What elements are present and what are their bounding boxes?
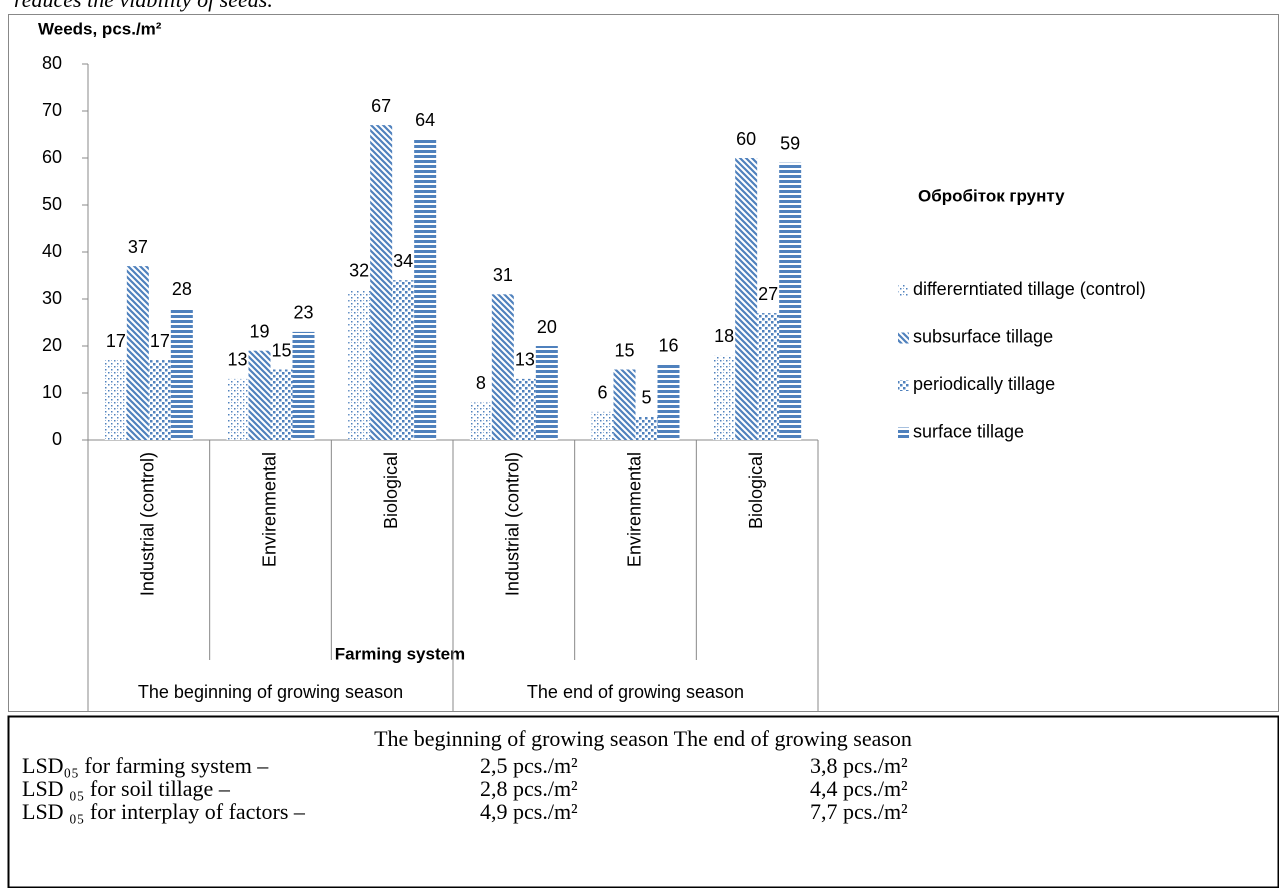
y-tick-label: 70 [42, 100, 62, 120]
bar [270, 369, 293, 440]
data-label: 15 [614, 340, 634, 360]
bar [735, 158, 758, 440]
data-label: 20 [537, 317, 557, 337]
bar [348, 289, 371, 440]
table-cell: 7,7 pcs./m² [810, 799, 908, 824]
table-cell: 4,9 pcs./m² [480, 799, 578, 824]
bar [513, 378, 536, 440]
data-label: 64 [415, 110, 435, 130]
legend-label: differerntiated tillage (control) [913, 279, 1146, 299]
data-label: 17 [106, 331, 126, 351]
bar [491, 294, 514, 440]
y-tick-label: 30 [42, 288, 62, 308]
bar [170, 308, 193, 440]
bar [635, 416, 658, 440]
bar [248, 350, 271, 440]
table-cell: 3,8 pcs./m² [810, 753, 908, 778]
bar [779, 162, 802, 440]
legend-swatch [898, 332, 909, 344]
table-cell: 2,8 pcs./m² [480, 776, 578, 801]
legend-title: Обробіток грунту [918, 186, 1065, 205]
data-label: 13 [227, 350, 247, 370]
bar [148, 360, 171, 440]
data-label: 32 [349, 260, 369, 280]
bar [613, 369, 636, 440]
data-label: 31 [493, 265, 513, 285]
bar [535, 346, 558, 440]
data-label: 5 [641, 387, 651, 407]
data-label: 15 [271, 340, 291, 360]
table-header: The beginning of growing season The end … [374, 726, 912, 751]
y-axis-title: Weeds, pcs./m² [38, 19, 162, 38]
bar [591, 411, 614, 440]
legend-label: surface tillage [913, 421, 1024, 441]
bar [292, 331, 315, 440]
x-axis-title: Farming system [335, 644, 465, 663]
x-tick-label: Industrial (control) [138, 452, 158, 596]
y-tick-label: 40 [42, 241, 62, 261]
data-label: 13 [515, 350, 535, 370]
data-label: 17 [150, 331, 170, 351]
data-label: 60 [736, 129, 756, 149]
data-label: 6 [597, 383, 607, 403]
bar [104, 360, 127, 440]
table-cell: LSD₀₅ for farming system – [22, 753, 269, 778]
bar [126, 266, 149, 440]
bar [713, 355, 736, 440]
table-cell: 2,5 pcs./m² [480, 753, 578, 778]
data-label: 28 [172, 279, 192, 299]
data-label: 27 [758, 284, 778, 304]
table-cell: LSD ₀₅ for interplay of factors – [22, 799, 306, 824]
x-tick-label: Biological [746, 452, 766, 529]
data-label: 67 [371, 96, 391, 116]
data-label: 8 [476, 373, 486, 393]
legend-swatch [898, 427, 909, 439]
y-tick-label: 20 [42, 335, 62, 355]
x-tick-label: Envirenmental [624, 452, 644, 567]
y-tick-label: 50 [42, 194, 62, 214]
table-cell: 4,4 pcs./m² [810, 776, 908, 801]
x-tick-label: Industrial (control) [503, 452, 523, 596]
x-tick-label: Biological [381, 452, 401, 529]
bar [757, 313, 780, 440]
y-tick-label: 60 [42, 147, 62, 167]
group-label: The end of growing season [527, 682, 744, 702]
data-label: 16 [658, 336, 678, 356]
data-label: 23 [293, 303, 313, 323]
bar [370, 125, 393, 440]
y-tick-label: 10 [42, 382, 62, 402]
y-tick-label: 80 [42, 53, 62, 73]
x-tick-label: Envirenmental [259, 452, 279, 567]
legend-label: subsurface tillage [913, 326, 1053, 346]
data-label: 18 [714, 326, 734, 346]
bar [226, 378, 249, 440]
bar [414, 139, 437, 440]
data-label: 19 [249, 321, 269, 341]
group-label: The beginning of growing season [138, 682, 403, 702]
data-label: 59 [780, 133, 800, 153]
bar [469, 402, 492, 440]
legend-label: periodically tillage [913, 374, 1055, 394]
intro-text: reduces the viability of seeds. [14, 0, 273, 12]
bar [657, 364, 680, 440]
data-label: 37 [128, 237, 148, 257]
legend-swatch [898, 380, 909, 391]
chart-frame [8, 14, 1279, 712]
table-cell: LSD ₀₅ for soil tillage – [22, 776, 231, 801]
legend-swatch [898, 285, 909, 296]
data-label: 34 [393, 251, 413, 271]
y-tick-label: 0 [52, 429, 62, 449]
bar [392, 280, 415, 440]
